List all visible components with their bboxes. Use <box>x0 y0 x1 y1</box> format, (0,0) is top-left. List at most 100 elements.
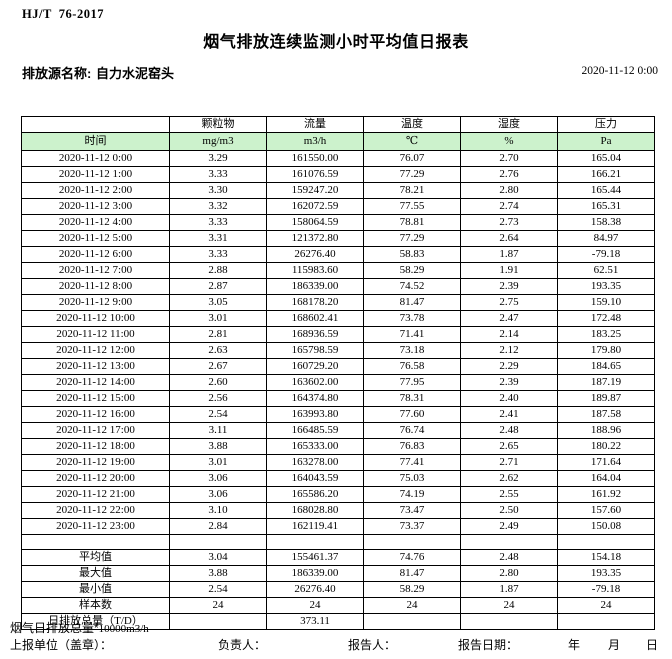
cell-temp: 74.19 <box>363 486 461 503</box>
cell-humidity: 24 <box>460 597 558 614</box>
cell-time <box>21 534 170 550</box>
cell-flow: 24 <box>266 597 364 614</box>
unit-humidity: % <box>460 132 558 151</box>
cell-time: 2020-11-12 3:00 <box>21 198 170 215</box>
cell-flow: 166485.59 <box>266 422 364 439</box>
cell-pressure: 165.04 <box>557 150 655 167</box>
cell-flow: 26276.40 <box>266 581 364 598</box>
cell-humidity: 2.14 <box>460 326 558 343</box>
cell-flow: 165586.20 <box>266 486 364 503</box>
cell-humidity: 2.70 <box>460 150 558 167</box>
cell-humidity: 2.73 <box>460 214 558 231</box>
cell-flow: 115983.60 <box>266 262 364 279</box>
unit-temp: ℃ <box>363 132 461 151</box>
cell-humidity: 1.87 <box>460 246 558 263</box>
cell-summary-label: 样本数 <box>21 597 170 614</box>
table-row: 2020-11-12 7:00 2.88 115983.60 58.29 1.91 62.… <box>21 262 655 279</box>
cell-time: 2020-11-12 7:00 <box>21 262 170 279</box>
footer-note-prefix: 烟气日排放总量* <box>10 621 99 635</box>
cell-flow: 186339.00 <box>266 278 364 295</box>
cell-temp: 81.47 <box>363 565 461 582</box>
cell-summary-label: 日排放总量（T/D） <box>21 613 170 630</box>
cell-pressure: 172.48 <box>557 310 655 327</box>
cell-humidity: 2.80 <box>460 182 558 199</box>
cell-humidity: 2.47 <box>460 310 558 327</box>
cell-temp: 77.55 <box>363 198 461 215</box>
cell-humidity: 2.39 <box>460 278 558 295</box>
cell-humidity: 2.65 <box>460 438 558 455</box>
cell-humidity: 2.80 <box>460 565 558 582</box>
cell-humidity: 2.50 <box>460 502 558 519</box>
cell-flow: 168028.80 <box>266 502 364 519</box>
page-title: 烟气排放连续监测小时平均值日报表 <box>203 34 469 51</box>
footer-unit-label: 上报单位（盖章）： <box>10 638 113 652</box>
cell-flow: 162072.59 <box>266 198 364 215</box>
cell-flow <box>266 534 364 550</box>
cell-pressure: 166.21 <box>557 166 655 183</box>
cell-dust: 2.67 <box>169 358 267 375</box>
cell-dust: 2.88 <box>169 262 267 279</box>
source-info-row: 排放源名称: 自力水泥窑头 2020-11-12 0:00 <box>0 63 672 85</box>
footer-manager-label: 负责人： <box>218 638 267 652</box>
cell-pressure: 171.64 <box>557 454 655 471</box>
cell-temp: 71.41 <box>363 326 461 343</box>
cell-pressure: 159.10 <box>557 294 655 311</box>
footer-year-label: 年 <box>568 638 581 652</box>
cell-pressure <box>557 613 655 630</box>
cell-humidity: 2.71 <box>460 454 558 471</box>
column-header-temp: 温度 <box>363 116 461 133</box>
table-row: 2020-11-12 14:00 2.60 163602.00 77.95 2.39 18… <box>21 374 655 391</box>
cell-flow: 121372.80 <box>266 230 364 247</box>
footer-signature-row: 上报单位（盖章）： 负责人： 报告人： 报告日期： 年 月 日 <box>0 636 672 653</box>
cell-humidity: 2.55 <box>460 486 558 503</box>
cell-flow: 164043.59 <box>266 470 364 487</box>
cell-flow: 165333.00 <box>266 438 364 455</box>
cell-temp: 77.60 <box>363 406 461 423</box>
source-name-value: 自力水泥窑头 <box>96 66 175 81</box>
cell-pressure: 161.92 <box>557 486 655 503</box>
unit-flow: m3/h <box>266 132 364 151</box>
cell-temp: 77.41 <box>363 454 461 471</box>
cell-time: 2020-11-12 1:00 <box>21 166 170 183</box>
cell-pressure: 62.51 <box>557 262 655 279</box>
cell-dust: 3.30 <box>169 182 267 199</box>
cell-dust: 3.01 <box>169 454 267 471</box>
summary-row: 样本数 24 24 24 24 24 <box>21 597 655 614</box>
cell-temp: 76.74 <box>363 422 461 439</box>
cell-dust: 2.54 <box>169 406 267 423</box>
cell-flow: 155461.37 <box>266 549 364 566</box>
table-row: 2020-11-12 10:00 3.01 168602.41 73.78 2.47 17… <box>21 310 655 327</box>
cell-time: 2020-11-12 2:00 <box>21 182 170 199</box>
cell-humidity: 2.64 <box>460 230 558 247</box>
cell-dust: 3.10 <box>169 502 267 519</box>
corner-cell <box>21 116 170 133</box>
cell-summary-label: 最小值 <box>21 581 170 598</box>
cell-flow: 26276.40 <box>266 246 364 263</box>
cell-summary-label: 最大值 <box>21 565 170 582</box>
cell-pressure: 164.04 <box>557 470 655 487</box>
cell-temp: 24 <box>363 597 461 614</box>
table-row: 2020-11-12 11:00 2.81 168936.59 71.41 2.14 18… <box>21 326 655 343</box>
cell-flow: 168178.20 <box>266 294 364 311</box>
cell-flow: 163602.00 <box>266 374 364 391</box>
table-row: 2020-11-12 0:00 3.29 161550.00 76.07 2.70 165… <box>21 150 655 167</box>
table-row: 2020-11-12 2:00 3.30 159247.20 78.21 2.80 165… <box>21 182 655 199</box>
cell-flow: 168602.41 <box>266 310 364 327</box>
cell-pressure: 165.44 <box>557 182 655 199</box>
cell-humidity: 2.41 <box>460 406 558 423</box>
cell-flow: 165798.59 <box>266 342 364 359</box>
standard-code: HJ/T 76-2017 <box>22 7 104 21</box>
cell-dust: 3.29 <box>169 150 267 167</box>
cell-pressure: -79.18 <box>557 581 655 598</box>
cell-dust: 3.88 <box>169 565 267 582</box>
cell-temp: 58.29 <box>363 262 461 279</box>
table-row: 2020-11-12 22:00 3.10 168028.80 73.47 2.50 15… <box>21 502 655 519</box>
cell-flow: 186339.00 <box>266 565 364 582</box>
cell-flow: 158064.59 <box>266 214 364 231</box>
cell-pressure: 193.35 <box>557 565 655 582</box>
footer: 烟气日排放总量*10000m3/h 上报单位（盖章）： 负责人： 报告人： 报告… <box>0 619 672 653</box>
table-row: 2020-11-12 20:00 3.06 164043.59 75.03 2.62 16… <box>21 470 655 487</box>
cell-dust: 3.06 <box>169 470 267 487</box>
cell-temp: 73.47 <box>363 502 461 519</box>
